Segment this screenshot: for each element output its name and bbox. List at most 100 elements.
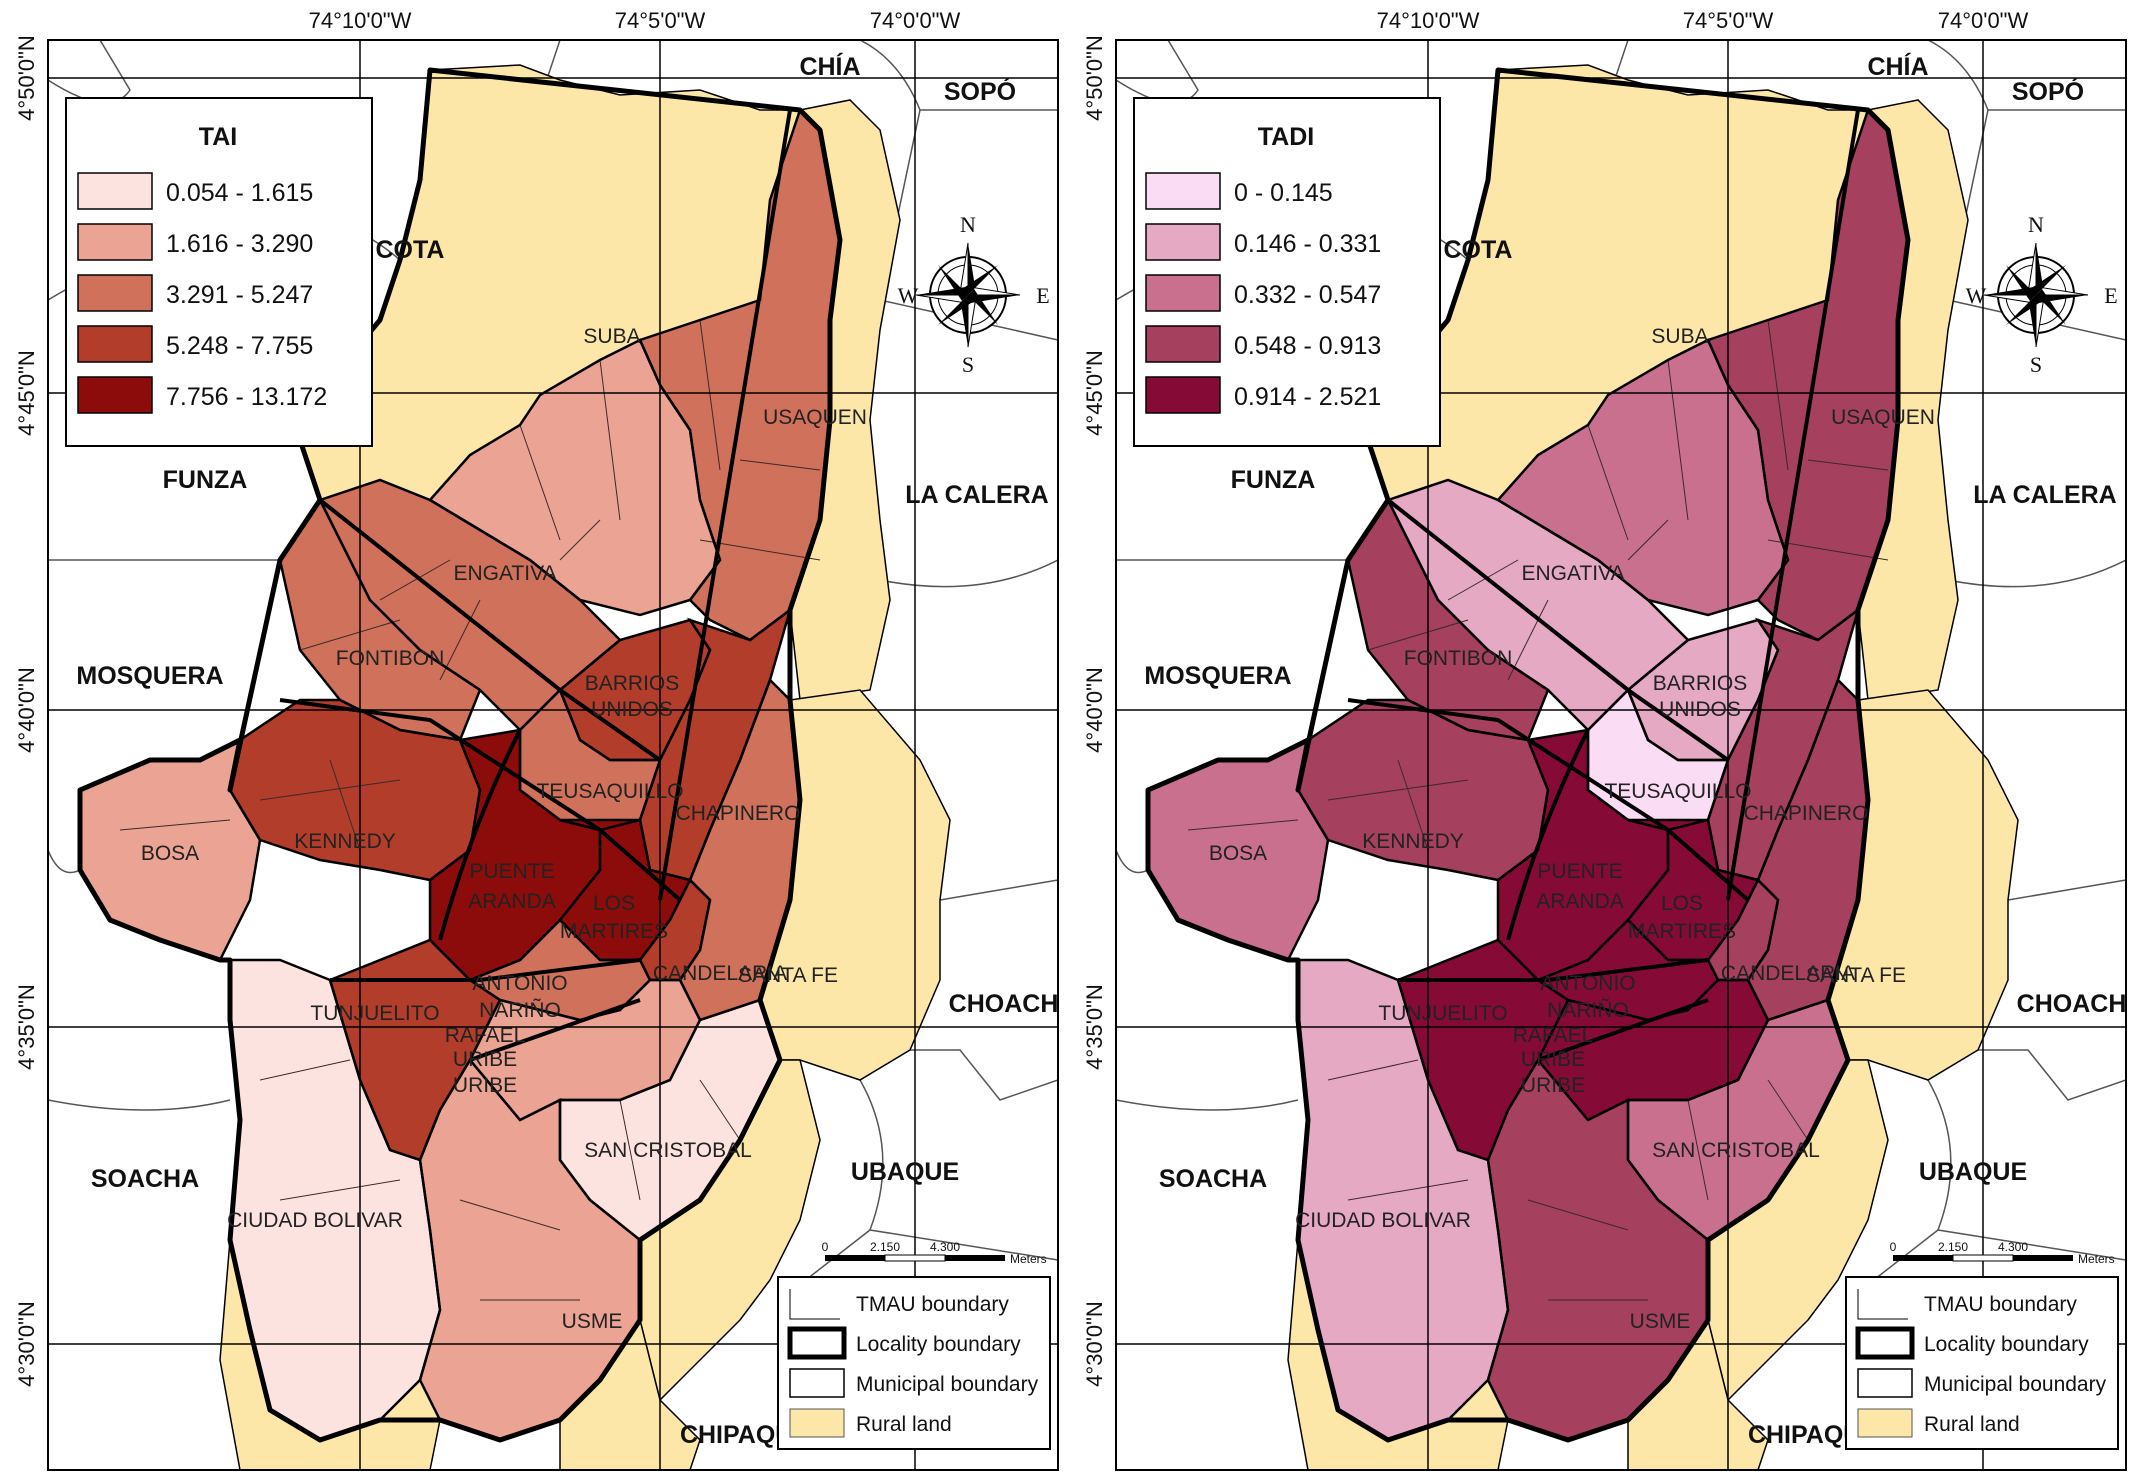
tmau-boundary-line	[259, 1059, 351, 1081]
legend-class-label: 5.248 - 7.755	[166, 332, 313, 360]
locality-boundary-fontibon	[278, 497, 482, 742]
latitude-label: 4°50'0"N	[14, 35, 39, 121]
locality-label-bosa: BOSA	[141, 842, 199, 865]
compass-point-icon	[2030, 265, 2066, 295]
compass-point-icon	[2027, 295, 2036, 347]
locality-label-line: URIBE	[453, 1074, 517, 1097]
map-key-label: Rural land	[856, 1413, 952, 1436]
legend-class-label: 0.548 - 0.913	[1234, 332, 1381, 360]
city-outline	[1145, 67, 1911, 1443]
municipality-label-choachi: CHOACHÍ	[2017, 989, 2135, 1018]
scale-bar: 0 2.150 4.300 Meters	[822, 1240, 1047, 1266]
compass-south-label: S	[962, 352, 974, 377]
tadi-map: CHÍA SOPÓ COTA FUNZA LA CALERA MOSQUERA CHOACH…	[1068, 0, 2136, 1479]
municipal-boundary-line	[939, 879, 1058, 901]
locality-label-kennedy: KENNEDY	[1362, 830, 1464, 853]
tmau-boundary-line	[1767, 319, 1789, 471]
locality-label-line: TEUSAQUILLO	[1604, 780, 1751, 803]
municipality-label-chia: CHÍA	[799, 52, 860, 81]
locality-label-rafael-uribe-uribe: RAFAEL URIBE URIBE	[445, 1024, 526, 1097]
tmau-boundary-line	[1187, 819, 1299, 831]
municipality-label-funza: FUNZA	[1231, 466, 1316, 494]
municipality-label-cota: COTA	[376, 236, 445, 264]
municipal-boundary-line	[910, 1049, 1058, 1101]
map-key-label: Municipal boundary	[856, 1373, 1039, 1396]
legend-swatch	[1145, 376, 1221, 414]
locality-label-line: ARANDA	[468, 890, 556, 913]
locality-label-line: ANTONIO	[1540, 972, 1635, 995]
compass-point-icon	[2006, 265, 2036, 301]
locality-label-line: SANTA FE	[738, 964, 838, 987]
legend-swatch	[1145, 274, 1221, 312]
locality-label-fontibon: FONTIBON	[336, 647, 445, 670]
index-legend: TAI 0.054 - 1.615 1.616 - 3.290 3.291 - 5.2…	[65, 97, 373, 447]
legend-class-label: 0.054 - 1.615	[166, 179, 313, 207]
scale-bar-segment	[945, 1255, 1005, 1261]
compass-north-label: N	[960, 212, 976, 237]
locality-label-line: USME	[1630, 1310, 1691, 1333]
map-key-legend: TMAU boundary Locality boundary Municipal …	[1845, 1276, 2119, 1450]
index-legend-title: TADI	[1258, 123, 1314, 151]
map-panel-tadi: CHÍA SOPÓ COTA FUNZA LA CALERA MOSQUERA CHOACH…	[1068, 0, 2136, 1484]
municipality-label-mosquera: MOSQUERA	[1144, 662, 1291, 690]
municipal-boundary-line	[859, 1079, 1058, 1261]
scale-bar-segment	[825, 1255, 885, 1261]
locality-label-line: UNIDOS	[591, 698, 673, 721]
locality-boundary-line	[658, 109, 792, 901]
locality-label-line: FONTIBON	[1404, 647, 1513, 670]
locality-label-los-martires: LOS MARTIRES	[560, 892, 668, 943]
locality-label-line: NARIÑO	[1547, 998, 1629, 1022]
locality-label-line: URIBE	[1521, 1048, 1585, 1071]
latitude-label: 4°30'0"N	[14, 1301, 39, 1387]
locality-label-barrios-unidos: BARRIOS UNIDOS	[585, 672, 680, 721]
tmau-boundary-line	[299, 619, 401, 651]
locality-label-barrios-unidos: BARRIOS UNIDOS	[1653, 672, 1748, 721]
locality-label-antonio-narino: ANTONIO NARIÑO	[1540, 972, 1635, 1022]
compass-point-icon	[2036, 243, 2045, 295]
locality-label-san-cristobal: SAN CRISTOBAL	[1652, 1139, 1820, 1162]
scale-unit-label: Meters	[2078, 1252, 2115, 1266]
map-frame-border	[1115, 39, 2127, 1471]
locality-label-line: CHAPINERO	[1744, 802, 1869, 825]
tmau-boundary-line	[1587, 424, 1629, 541]
municipal-boundary-line	[1116, 849, 1149, 874]
locality-boundary-line	[1726, 109, 1860, 901]
latitude-label: 4°40'0"N	[14, 667, 39, 753]
latitude-label: 4°50'0"N	[1082, 35, 1107, 121]
tmau-boundary-line	[739, 459, 821, 471]
tmau-boundary-line	[279, 1179, 401, 1201]
municipality-label-ubaque: UBAQUE	[851, 1158, 959, 1186]
locality-boundary-line	[1398, 958, 1709, 982]
locality-key-swatch	[787, 1326, 847, 1360]
legend-swatch	[1145, 172, 1221, 210]
locality-label-line: PUENTE	[1537, 860, 1622, 883]
locality-label-line: USME	[562, 1310, 623, 1333]
locality-boundary-line	[469, 998, 641, 1062]
locality-label-usaquen: USAQUEN	[763, 406, 867, 429]
tmau-boundary-line	[1527, 1199, 1629, 1231]
tmau-boundary-line	[379, 559, 451, 601]
locality-label-line: TUNJUELITO	[310, 1002, 439, 1025]
tmau-boundary-line	[329, 759, 361, 851]
map-key-label: TMAU boundary	[1924, 1293, 2077, 1316]
scale-tick-label: 2.150	[1938, 1240, 1968, 1254]
scale-tick-label: 0	[1890, 1240, 1897, 1254]
locality-label-line: TUNJUELITO	[1378, 1002, 1507, 1025]
locality-label-line: BOSA	[141, 842, 199, 865]
locality-label-line: ARANDA	[1536, 890, 1624, 913]
tmau-boundary-line	[1397, 759, 1429, 851]
scale-tick-label: 4.300	[930, 1240, 960, 1254]
locality-boundary-line	[1386, 498, 1730, 762]
locality-label-line: CIUDAD BOLIVAR	[1295, 1209, 1471, 1232]
latitude-label: 4°45'0"N	[14, 350, 39, 436]
map-key-label: Rural land	[1924, 1413, 2020, 1436]
tmau-boundary-line	[519, 424, 561, 541]
locality-boundary-line	[1506, 729, 1590, 941]
tmau-boundary-line	[599, 359, 621, 521]
locality-label-line: BARRIOS	[1653, 672, 1748, 695]
locality-label-line: MARTIRES	[560, 920, 668, 943]
municipal-boundary-line	[1978, 1049, 2126, 1101]
locality-label-line: SUBA	[583, 325, 640, 348]
tmau-boundary-line	[459, 1199, 561, 1231]
locality-label-line: USAQUEN	[1831, 406, 1935, 429]
